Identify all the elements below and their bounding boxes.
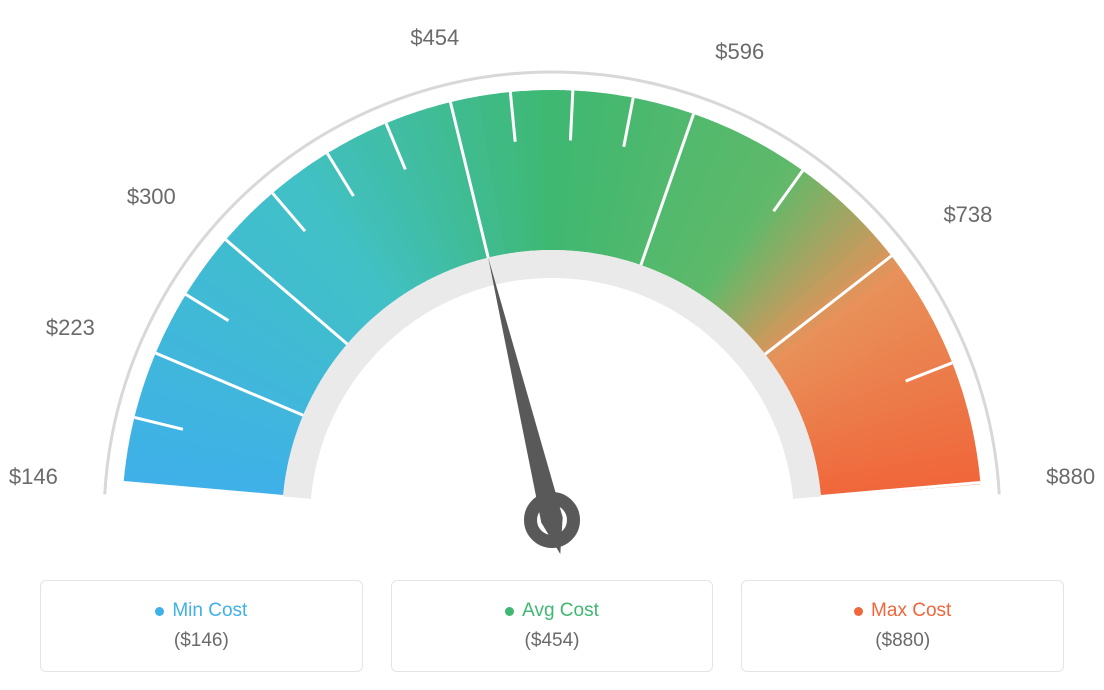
tick-label: $223: [46, 315, 95, 341]
legend-value-min: ($146): [174, 630, 229, 652]
tick-label: $880: [1046, 464, 1095, 490]
legend-dot-min: [155, 607, 164, 616]
gauge-band: [124, 90, 981, 498]
legend-title-avg: Avg Cost: [505, 600, 599, 622]
legend-card-min: Min Cost ($146): [40, 580, 363, 672]
needle: [488, 258, 562, 554]
tick-label: $300: [127, 184, 176, 210]
legend-label-min: Min Cost: [172, 600, 247, 622]
tick-label: $146: [9, 464, 58, 490]
legend-label-max: Max Cost: [871, 600, 951, 622]
tick-label: $738: [943, 202, 992, 228]
legend-dot-max: [854, 607, 863, 616]
legend-title-max: Max Cost: [854, 600, 951, 622]
gauge-area: $146 $223 $300 $454 $596 $738 $880: [0, 0, 1104, 560]
legend-row: Min Cost ($146) Avg Cost ($454) Max Cost…: [0, 580, 1104, 690]
cost-gauge-chart: $146 $223 $300 $454 $596 $738 $880 Min Cost ($…: [0, 0, 1104, 690]
gauge-svg: [0, 0, 1104, 560]
legend-label-avg: Avg Cost: [522, 600, 599, 622]
tick-label: $596: [715, 39, 764, 65]
legend-card-max: Max Cost ($880): [741, 580, 1064, 672]
legend-title-min: Min Cost: [155, 600, 247, 622]
legend-dot-avg: [505, 607, 514, 616]
legend-card-avg: Avg Cost ($454): [391, 580, 714, 672]
tick-label: $454: [410, 25, 459, 51]
legend-value-avg: ($454): [525, 630, 580, 652]
legend-value-max: ($880): [875, 630, 930, 652]
